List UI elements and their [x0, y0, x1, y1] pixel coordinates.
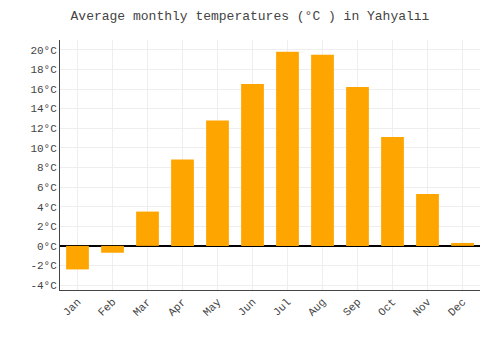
svg-text:Aug: Aug	[306, 296, 328, 318]
svg-text:20°C: 20°C	[30, 45, 57, 57]
svg-text:6°C: 6°C	[37, 182, 57, 194]
svg-text:-2°C: -2°C	[30, 260, 57, 272]
svg-text:Apr: Apr	[166, 296, 188, 318]
svg-text:18°C: 18°C	[30, 64, 57, 76]
svg-text:Feb: Feb	[96, 296, 118, 318]
svg-text:2°C: 2°C	[37, 221, 57, 233]
svg-text:Oct: Oct	[376, 296, 398, 318]
svg-text:Average monthly temperatures (: Average monthly temperatures (°C ) in Ya…	[71, 9, 430, 24]
svg-text:12°C: 12°C	[30, 123, 57, 135]
svg-text:Jul: Jul	[271, 296, 293, 318]
svg-text:Nov: Nov	[411, 296, 434, 319]
svg-text:14°C: 14°C	[30, 103, 57, 115]
svg-text:10°C: 10°C	[30, 143, 57, 155]
svg-text:Dec: Dec	[446, 296, 468, 318]
svg-text:0°C: 0°C	[37, 241, 57, 253]
svg-text:Mar: Mar	[131, 296, 153, 318]
svg-text:May: May	[201, 296, 224, 319]
svg-text:Jun: Jun	[236, 296, 258, 318]
svg-text:4°C: 4°C	[37, 202, 57, 214]
svg-text:Sep: Sep	[341, 296, 363, 318]
svg-text:8°C: 8°C	[37, 162, 57, 174]
svg-text:16°C: 16°C	[30, 84, 57, 96]
svg-text:-4°C: -4°C	[30, 280, 57, 292]
svg-text:Jan: Jan	[61, 296, 83, 318]
